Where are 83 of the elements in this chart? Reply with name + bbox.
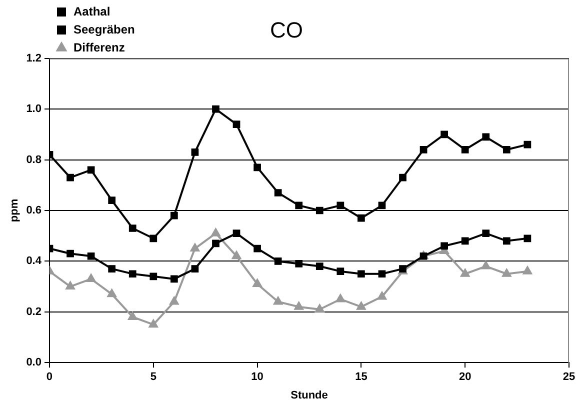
- point: [87, 166, 95, 174]
- x-tick-label: 0: [46, 371, 53, 384]
- point: [252, 278, 262, 288]
- point: [150, 272, 158, 280]
- y-axis-title: ppm: [8, 198, 21, 222]
- point: [191, 265, 199, 272]
- point: [336, 202, 344, 210]
- point: [524, 140, 532, 148]
- point: [356, 301, 366, 310]
- point: [358, 270, 365, 278]
- point: [481, 260, 491, 270]
- point: [212, 240, 220, 248]
- point: [316, 206, 324, 214]
- point: [86, 273, 96, 282]
- x-tick-label: 10: [251, 371, 264, 384]
- point: [212, 105, 220, 113]
- point: [107, 288, 117, 298]
- y-tick-label: 0.6: [26, 204, 42, 217]
- point: [524, 234, 532, 242]
- point: [66, 250, 74, 258]
- point: [440, 242, 448, 250]
- point: [190, 243, 200, 252]
- point: [254, 164, 261, 172]
- point: [232, 250, 242, 260]
- x-tick-label: 15: [355, 371, 368, 384]
- point: [108, 265, 116, 272]
- point: [336, 268, 344, 276]
- x-axis-title: Stunde: [290, 389, 328, 402]
- point: [440, 130, 448, 138]
- point: [87, 252, 95, 260]
- point: [274, 189, 282, 196]
- point: [482, 230, 490, 237]
- point: [170, 212, 178, 220]
- x-tick-label: 20: [458, 371, 472, 384]
- y-tick-label: 0.4: [26, 255, 42, 268]
- point: [316, 262, 324, 270]
- point: [274, 258, 282, 265]
- point: [502, 268, 512, 277]
- point: [502, 237, 510, 245]
- point: [254, 244, 261, 252]
- legend-label: Aathal: [73, 4, 110, 18]
- y-tick-label: 0.0: [26, 356, 42, 369]
- point: [295, 260, 303, 268]
- y-tick-label: 0.8: [26, 154, 42, 166]
- point: [65, 281, 76, 290]
- y-tick-label: 0.2: [26, 306, 42, 318]
- point: [191, 148, 199, 156]
- point: [128, 270, 136, 278]
- point: [378, 202, 386, 210]
- point: [378, 270, 386, 278]
- point: [502, 146, 510, 154]
- point: [460, 268, 470, 277]
- point: [273, 296, 283, 305]
- chart-title: CO: [270, 17, 303, 42]
- x-tick-label: 5: [150, 371, 156, 384]
- point: [232, 120, 240, 128]
- point: [148, 319, 158, 328]
- legend-label: Differenz: [73, 40, 125, 54]
- point: [461, 237, 469, 245]
- point: [210, 228, 221, 236]
- point: [399, 174, 406, 182]
- legend-label: Seegräben: [73, 22, 135, 36]
- y-tick-label: 1.0: [26, 103, 42, 116]
- point: [314, 304, 324, 312]
- point: [128, 311, 138, 320]
- point: [169, 296, 180, 305]
- point: [295, 202, 303, 210]
- point: [294, 301, 304, 310]
- point: [377, 291, 387, 300]
- point: [66, 174, 74, 182]
- point: [128, 224, 136, 232]
- point: [150, 234, 158, 242]
- point: [336, 294, 346, 302]
- point: [461, 146, 469, 154]
- point: [482, 133, 490, 141]
- x-tick-label: 25: [562, 371, 576, 384]
- point: [170, 275, 178, 283]
- point: [420, 146, 428, 154]
- y-tick-label: 1.2: [26, 52, 42, 64]
- point: [522, 266, 532, 274]
- point: [232, 230, 240, 237]
- point: [108, 196, 116, 204]
- point: [358, 214, 365, 222]
